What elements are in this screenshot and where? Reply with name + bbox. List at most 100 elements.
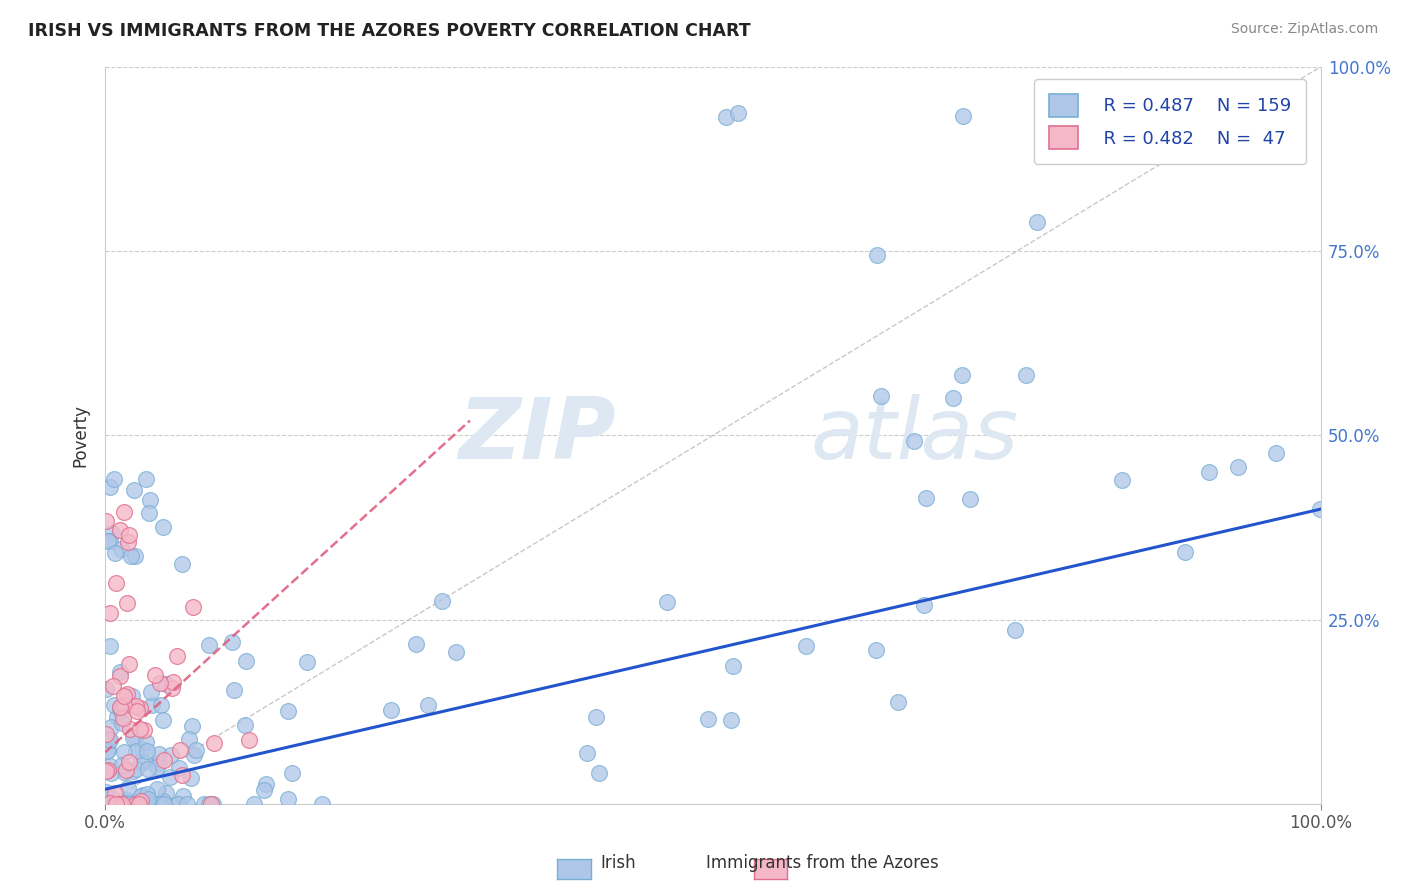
Point [112, 765, 135, 780]
Point [281, 766, 304, 780]
Point [444, 645, 467, 659]
Point [101, 797, 124, 811]
Point [155, 676, 177, 690]
Point [96, 797, 118, 811]
Point [111, 710, 134, 724]
Point [136, 787, 159, 801]
Point [794, 639, 817, 653]
Point [145, 760, 167, 774]
Point [117, 780, 139, 795]
Point [720, 713, 742, 727]
Point [108, 700, 131, 714]
Point [235, 655, 257, 669]
Point [104, 797, 127, 811]
Point [104, 797, 127, 811]
Point [1174, 545, 1197, 559]
Point [277, 791, 299, 805]
Point [1198, 465, 1220, 479]
Point [912, 599, 935, 613]
Point [723, 659, 745, 673]
Point [1015, 368, 1038, 383]
Point [1004, 623, 1026, 637]
Point [122, 764, 145, 778]
Point [108, 523, 131, 537]
Point [97, 534, 120, 549]
Point [131, 742, 153, 756]
Point [108, 797, 131, 811]
Point [585, 710, 607, 724]
Point [149, 698, 172, 712]
Point [96, 797, 118, 811]
Point [430, 594, 453, 608]
Point [115, 688, 138, 702]
Point [186, 743, 208, 757]
Point [108, 700, 131, 714]
Point [915, 491, 938, 506]
Point [115, 763, 138, 777]
Point [107, 797, 129, 811]
Point [122, 797, 145, 811]
Point [135, 735, 157, 749]
Point [1204, 142, 1226, 156]
Point [118, 755, 141, 769]
Point [152, 797, 174, 811]
Point [138, 506, 160, 520]
Point [166, 648, 188, 663]
Point [200, 797, 222, 811]
Point [1026, 214, 1049, 228]
Point [238, 732, 260, 747]
Point [96, 743, 118, 757]
Point [405, 637, 427, 651]
Point [141, 698, 163, 713]
Point [135, 797, 157, 811]
Point [96, 785, 118, 799]
Point [124, 549, 146, 564]
Point [125, 699, 148, 714]
Point [167, 797, 190, 811]
Point [118, 528, 141, 542]
Point [100, 719, 122, 733]
Point [125, 797, 148, 811]
Point [159, 747, 181, 762]
Point [166, 797, 188, 811]
Point [588, 766, 610, 780]
Point [202, 736, 225, 750]
Point [950, 368, 973, 383]
Point [152, 714, 174, 728]
Point [380, 703, 402, 717]
Point [135, 797, 157, 811]
Point [103, 472, 125, 486]
Text: Source: ZipAtlas.com: Source: ZipAtlas.com [1230, 22, 1378, 37]
Point [96, 514, 118, 528]
Point [129, 789, 152, 804]
Point [576, 747, 599, 761]
Point [202, 797, 225, 811]
Point [714, 110, 737, 124]
Point [180, 771, 202, 785]
Point [118, 657, 141, 671]
Point [129, 722, 152, 736]
Point [145, 797, 167, 811]
Point [139, 797, 162, 811]
Point [198, 797, 221, 811]
Point [100, 480, 122, 494]
Point [297, 655, 319, 669]
Point [110, 704, 132, 718]
Point [141, 685, 163, 699]
Point [125, 704, 148, 718]
Text: Immigrants from the Azores: Immigrants from the Azores [706, 855, 939, 872]
Point [110, 542, 132, 557]
Point [96, 764, 118, 779]
Point [122, 483, 145, 497]
Point [865, 643, 887, 657]
Point [101, 797, 124, 811]
Point [115, 792, 138, 806]
Point [98, 797, 121, 811]
Point [193, 797, 215, 811]
Point [105, 710, 128, 724]
Point [100, 797, 122, 811]
Point [97, 763, 120, 777]
Point [108, 797, 131, 811]
Point [143, 667, 166, 681]
Point [181, 599, 204, 614]
